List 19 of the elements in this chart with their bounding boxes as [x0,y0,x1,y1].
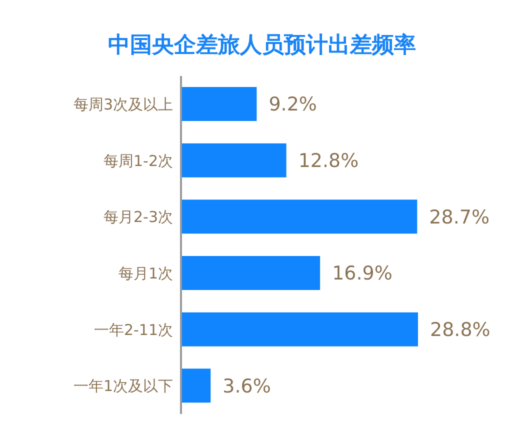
chart-title: 中国央企差旅人员预计出差频率 [107,32,417,60]
data-label: 28.8% [430,319,490,342]
data-label: 3.6% [222,375,271,398]
y-tick-label: 一年1次及以下 [73,377,173,396]
data-label: 16.9% [332,262,392,285]
bar [181,312,418,346]
y-tick-label: 每月2-3次 [104,208,173,226]
y-tick-label: 一年2-11次 [94,320,173,339]
data-label: 28.7% [429,206,490,228]
data-label: 12.8% [298,150,359,172]
y-tick-label: 每周1-2次 [104,152,173,170]
data-label: 9.2% [268,94,317,116]
bar [181,200,418,234]
y-tick-label: 每周3次及以上 [73,95,173,114]
bar [181,87,257,121]
y-tick-label: 每月1次 [118,264,173,282]
bar [181,143,286,178]
bar [181,368,211,403]
bar [181,256,320,290]
